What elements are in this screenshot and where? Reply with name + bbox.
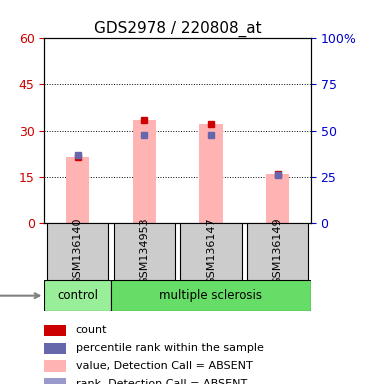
Bar [44,324,67,336]
Text: GSM136147: GSM136147 [206,218,216,285]
Bar [44,379,67,384]
Text: GSM136149: GSM136149 [272,218,283,285]
Bar [199,124,223,223]
FancyBboxPatch shape [247,223,308,280]
Text: rank, Detection Call = ABSENT: rank, Detection Call = ABSENT [76,379,247,384]
Bar [132,120,156,223]
Text: count: count [76,325,107,335]
Text: multiple sclerosis: multiple sclerosis [159,289,262,302]
FancyBboxPatch shape [47,223,108,280]
Text: GSM134953: GSM134953 [139,218,149,285]
Bar [44,361,67,372]
FancyBboxPatch shape [180,223,242,280]
Text: disease state: disease state [0,289,39,302]
Bar [66,157,90,223]
FancyBboxPatch shape [44,280,111,311]
Text: GSM136140: GSM136140 [73,218,83,285]
Text: value, Detection Call = ABSENT: value, Detection Call = ABSENT [76,361,253,371]
Bar [266,174,289,223]
Bar [44,343,67,354]
Text: percentile rank within the sample: percentile rank within the sample [76,343,264,353]
Title: GDS2978 / 220808_at: GDS2978 / 220808_at [94,21,262,37]
FancyBboxPatch shape [111,280,311,311]
FancyBboxPatch shape [114,223,175,280]
Text: control: control [57,289,98,302]
